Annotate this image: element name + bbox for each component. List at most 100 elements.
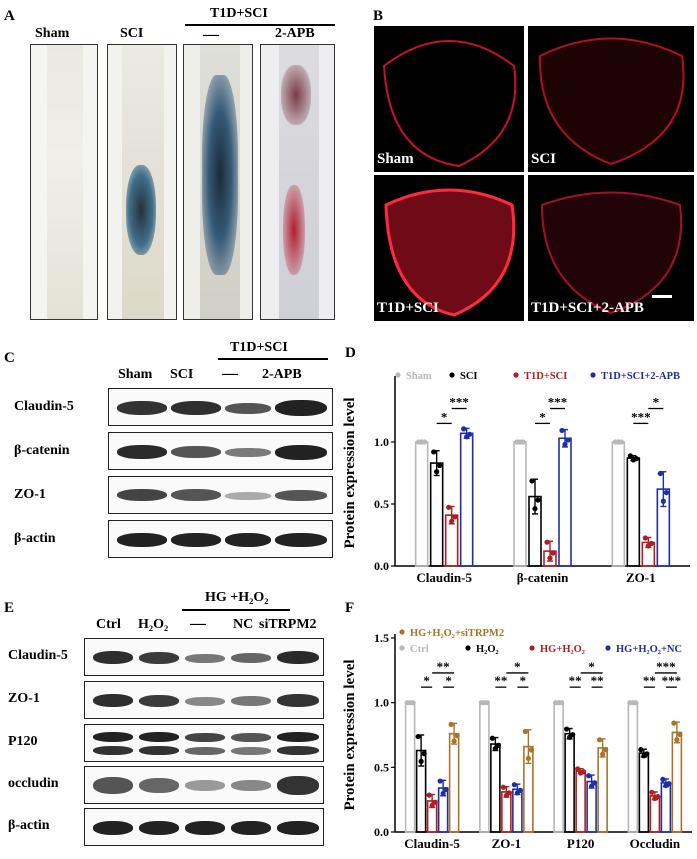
fluor-section-t1d-sci [384, 188, 516, 317]
data-point [592, 780, 598, 786]
tissue-image-t1d-sci-2apb [260, 44, 335, 320]
x-tick-label: Claudin-5 [404, 836, 460, 851]
fluor-image-t1d-sci: T1D+SCI [374, 175, 524, 321]
data-point [529, 478, 535, 484]
bar [627, 701, 639, 833]
blot-c-label-bactin: β-actin [14, 531, 56, 546]
significance-label: *** [548, 395, 568, 410]
blot-c-bcatenin [108, 432, 333, 470]
legend-marker [605, 645, 611, 651]
panel-c-group-line [218, 358, 328, 360]
data-point [525, 755, 531, 762]
panel-e-col-ctrl: Ctrl [96, 617, 121, 632]
data-point [666, 781, 672, 787]
significance-label: ** [494, 673, 507, 688]
chart-d: Protein expression level 0.0 0.5 1.0 Claudin… [342, 371, 690, 585]
data-point [495, 742, 501, 748]
legend-marker [465, 645, 471, 651]
panel-c-col-sham: Sham [118, 367, 153, 382]
data-point [535, 497, 541, 503]
data-point [511, 782, 517, 788]
significance-label: * [520, 673, 527, 688]
data-point [418, 758, 424, 764]
bar [586, 780, 597, 833]
data-point [426, 792, 432, 798]
data-point [570, 732, 576, 738]
legend-label: H₂O₂ [476, 644, 499, 655]
data-point [544, 539, 550, 545]
data-point [448, 721, 454, 727]
significance-label: *** [656, 659, 676, 674]
significance-label: * [588, 659, 595, 674]
data-point [649, 789, 655, 795]
data-point [500, 784, 506, 790]
significance-label: * [423, 673, 430, 688]
panel-a-letter: A [4, 8, 15, 24]
significance-label: * [441, 409, 448, 424]
fluor-image-t1d-sci-2apb: T1D+SCI+2-APB [528, 175, 694, 321]
data-point [532, 506, 538, 512]
data-point [575, 766, 581, 772]
bar [479, 701, 490, 833]
data-point [547, 555, 553, 561]
panel-a-col-sci: SCI [120, 26, 144, 41]
data-point [559, 700, 565, 706]
blot-e-label-occludin: occludin [8, 776, 59, 791]
blot-e-p120 [84, 724, 324, 762]
panel-c-col-vehicle: — [222, 365, 238, 382]
tissue-image-t1d-sci [183, 44, 253, 320]
x-tick-label: β-catenin [517, 570, 569, 585]
y-tick-label: 1.0 [374, 696, 389, 710]
bar [429, 462, 444, 567]
data-point [663, 489, 669, 496]
blot-e-label-zo1: ZO-1 [8, 691, 40, 706]
panel-a-col-vehicle: — [203, 26, 219, 43]
y-tick-label: 0.0 [374, 825, 389, 839]
panel-c-col-sci: SCI [170, 367, 194, 382]
data-point [657, 470, 663, 477]
panel-e-col-sitrpm2: siTRPM2 [259, 617, 317, 632]
data-point [443, 786, 449, 793]
y-tick-label: 0.5 [374, 760, 389, 774]
bar [660, 782, 672, 833]
data-point [660, 776, 666, 782]
blot-c-claudin5 [108, 388, 333, 426]
data-point [565, 437, 571, 443]
data-point [528, 747, 534, 753]
data-point [562, 441, 568, 447]
panel-e-col-nc: NC [233, 617, 254, 632]
bar [597, 747, 608, 833]
y-tick-label: 1.0 [374, 435, 389, 449]
data-point [449, 518, 455, 524]
bar [575, 770, 586, 833]
fluor-section-sci [538, 37, 685, 166]
panel-a-group-label: T1D+SCI [210, 6, 268, 21]
data-point [648, 540, 654, 547]
bar [490, 743, 501, 833]
bar [404, 701, 416, 833]
fluor-label-t1d-sci-2apb: T1D+SCI+2-APB [531, 300, 644, 316]
legend-label: HG+H₂O₂ [540, 644, 585, 655]
x-tick-label: ZO-1 [626, 570, 656, 585]
legend-marker [449, 372, 455, 378]
bar [638, 752, 650, 833]
panel-e-group-line [182, 609, 290, 611]
panel-e-col-h2o2: H₂O₂ [138, 617, 169, 632]
data-point [603, 747, 609, 753]
bar [459, 432, 474, 567]
significance-label: * [445, 673, 452, 688]
data-point [434, 469, 440, 475]
data-point [440, 790, 446, 797]
blot-e-label-bactin: β-actin [8, 818, 50, 833]
legend-label: Ctrl [410, 644, 429, 655]
data-point [550, 550, 556, 556]
legend-label: T1D+SCI+2-APB [601, 371, 680, 382]
significance-label: *** [631, 409, 651, 424]
data-point [421, 751, 427, 757]
bar [513, 441, 527, 567]
legend-marker [529, 645, 535, 651]
fluor-section-t1d-sci-2apb [540, 191, 683, 315]
data-point [452, 514, 458, 520]
significance-label: ** [437, 659, 450, 674]
data-point [520, 439, 526, 445]
